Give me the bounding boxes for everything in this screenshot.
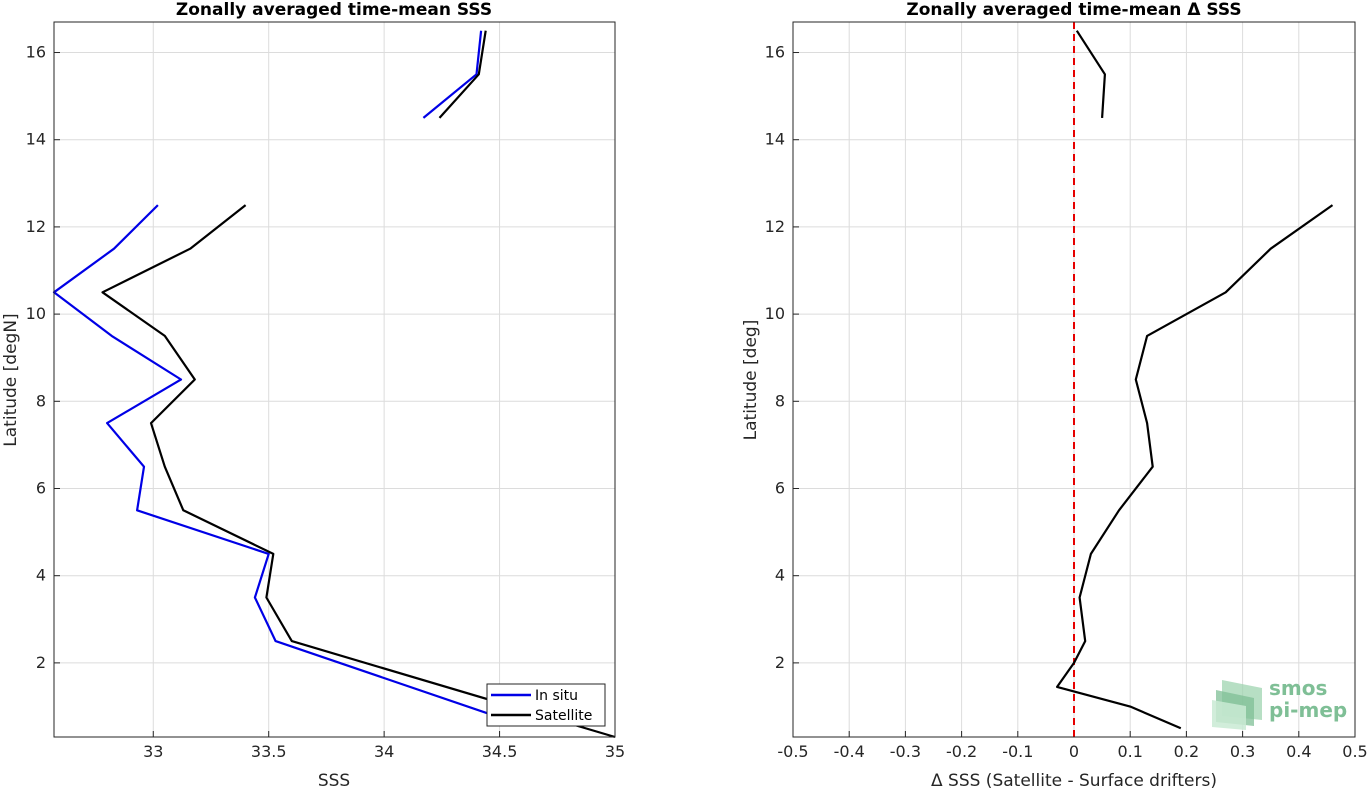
x-tick-label: 0.5 — [1342, 742, 1367, 761]
right-y-axis-label: Latitude [deg] — [741, 320, 761, 441]
y-tick-label: 12 — [26, 217, 46, 236]
y-tick-label: 8 — [775, 391, 785, 410]
legend: In situ Satellite — [486, 683, 606, 727]
x-tick-label: 0.2 — [1174, 742, 1199, 761]
x-tick-label: -0.1 — [1002, 742, 1033, 761]
y-tick-label: 4 — [775, 566, 785, 585]
logo-text-smos: smos — [1269, 676, 1327, 700]
x-tick-label: 0.1 — [1117, 742, 1142, 761]
left-axes-box — [53, 21, 616, 738]
left-y-axis-label: Latitude [degN] — [1, 313, 21, 446]
y-tick-label: 2 — [36, 653, 46, 672]
right-chart-title: Zonally averaged time-mean Δ SSS — [906, 0, 1241, 20]
right-series-lines — [1055, 30, 1334, 730]
right-axes-box — [792, 21, 1356, 738]
y-tick-label: 16 — [765, 43, 785, 62]
y-tick-label: 14 — [26, 130, 46, 149]
x-tick-label: 0 — [1069, 742, 1079, 761]
y-tick-label: 12 — [765, 217, 785, 236]
x-tick-label: 33.5 — [251, 742, 287, 761]
in-situ-series-line — [422, 30, 483, 119]
right-grid — [792, 22, 1356, 737]
y-tick-label: 4 — [36, 566, 46, 585]
legend-satellite-label: Satellite — [535, 708, 592, 724]
x-tick-label: -0.3 — [890, 742, 921, 761]
x-tick-label: -0.5 — [777, 742, 808, 761]
y-tick-label: 8 — [36, 391, 46, 410]
left-x-axis-label: SSS — [318, 771, 350, 790]
x-tick-label: 34 — [374, 742, 394, 761]
x-tick-label: 34.5 — [482, 742, 518, 761]
y-tick-label: 14 — [765, 130, 785, 149]
logo-mark-front — [1212, 700, 1246, 730]
left-series-lines — [52, 30, 616, 739]
x-tick-label: 35 — [605, 742, 625, 761]
legend-box — [486, 683, 606, 727]
smos-pimep-logo: smos pi-mep — [1212, 676, 1347, 730]
y-tick-label: 16 — [26, 43, 46, 62]
x-tick-label: 0.3 — [1230, 742, 1255, 761]
x-tick-label: -0.4 — [834, 742, 865, 761]
left-chart-title: Zonally averaged time-mean SSS — [176, 0, 492, 20]
y-tick-label: 2 — [775, 653, 785, 672]
y-tick-label: 6 — [36, 478, 46, 497]
legend-in-situ-label: In situ — [535, 688, 578, 704]
delta-sss-series-line — [1055, 204, 1334, 730]
y-tick-label: 10 — [765, 304, 785, 323]
right-x-axis-label: Δ SSS (Satellite - Surface drifters) — [931, 771, 1217, 790]
x-tick-label: 0.4 — [1286, 742, 1311, 761]
x-tick-label: -0.2 — [946, 742, 977, 761]
right-panel: Zonally averaged time-mean Δ SSS -0.5 -0.… — [741, 0, 1368, 790]
left-panel: Zonally averaged time-mean SSS 33 33.5 34 3… — [1, 0, 625, 790]
y-tick-label: 6 — [775, 478, 785, 497]
left-grid — [54, 22, 616, 737]
in-situ-series-line — [52, 204, 500, 719]
left-ticks: 33 33.5 34 34.5 35 2 4 6 8 10 12 14 16 — [26, 43, 626, 761]
satellite-series-line — [438, 30, 487, 119]
satellite-series-line — [101, 204, 616, 739]
logo-text-pimep: pi-mep — [1269, 698, 1347, 722]
delta-sss-series-line — [1075, 30, 1107, 118]
y-tick-label: 10 — [26, 304, 46, 323]
right-ticks: -0.5 -0.4 -0.3 -0.2 -0.1 0 0.1 0.2 0.3 0.4 0.5 2 4 6 8… — [765, 43, 1368, 761]
x-tick-label: 33 — [143, 742, 163, 761]
